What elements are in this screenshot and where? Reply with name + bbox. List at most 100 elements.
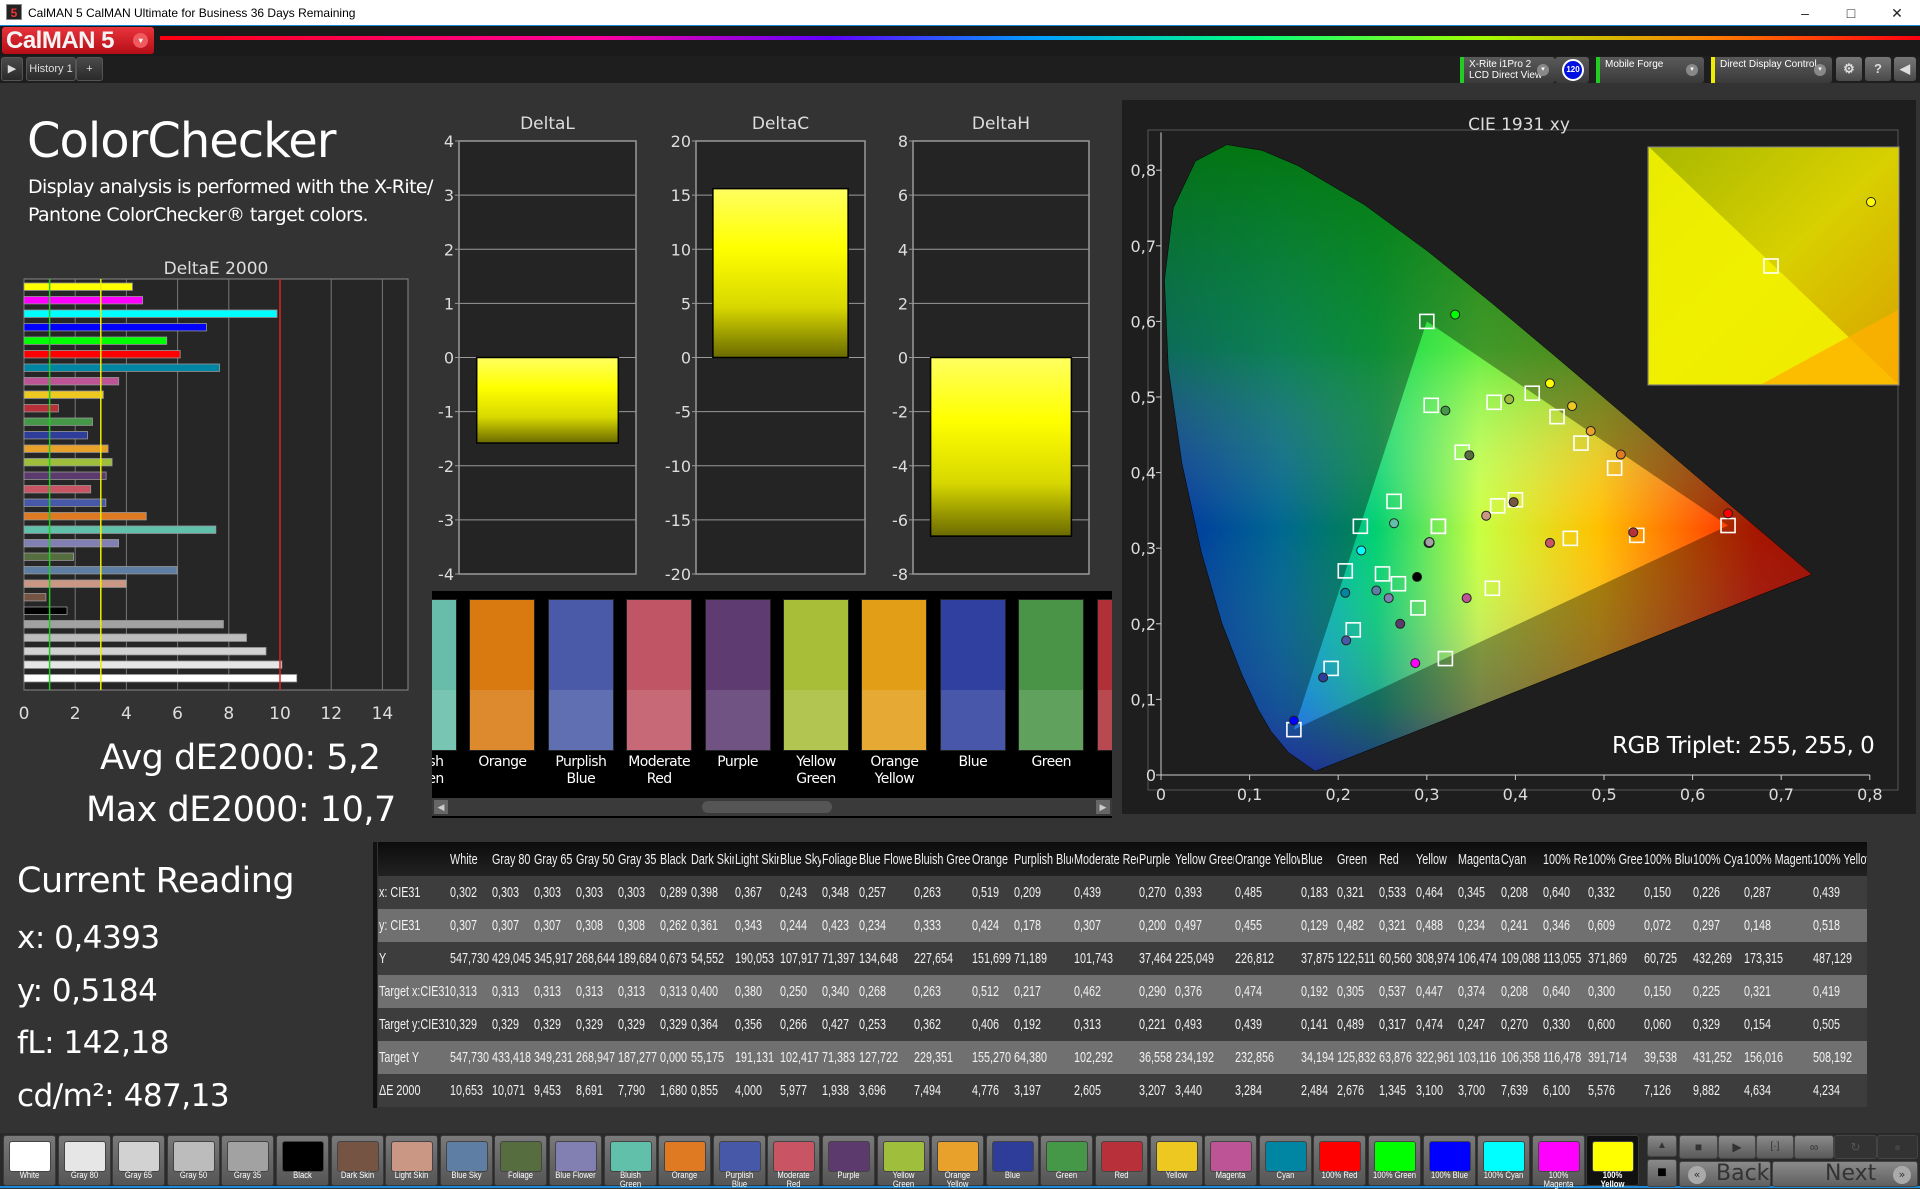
column-header[interactable]: Gray 80 xyxy=(491,842,533,876)
column-header[interactable]: Orange Yellow xyxy=(1234,842,1300,876)
record-icon[interactable]: ■ xyxy=(1679,1135,1718,1159)
column-header[interactable]: Light Skin xyxy=(734,842,779,876)
patch-swatch-button[interactable]: White xyxy=(3,1135,56,1186)
column-header[interactable]: Blue Sky xyxy=(779,842,821,876)
patch-tile[interactable] xyxy=(1018,599,1085,751)
patch-swatch-button[interactable]: Purplish Blue xyxy=(712,1135,766,1189)
column-header[interactable]: 100% Cyan xyxy=(1692,842,1743,876)
collapse-up-icon[interactable]: ▲ xyxy=(1647,1135,1677,1157)
patch-tile[interactable] xyxy=(783,599,849,751)
measure-range-icon[interactable]: [·] xyxy=(1756,1135,1794,1159)
patch-tile[interactable] xyxy=(1096,599,1112,751)
close-button[interactable]: ✕ xyxy=(1891,5,1903,21)
patch-swatch-button[interactable]: Blue Flower xyxy=(549,1135,602,1186)
column-header[interactable]: Green xyxy=(1336,842,1378,876)
column-header[interactable]: 100% Red xyxy=(1542,842,1587,876)
patch-swatch-button[interactable]: Yellow Green xyxy=(876,1135,930,1189)
column-header[interactable]: 100% Yellow xyxy=(1812,842,1867,876)
settings-gear-icon[interactable]: ⚙ xyxy=(1836,57,1862,81)
column-header[interactable]: Yellow Green xyxy=(1174,842,1234,876)
minimize-button[interactable]: – xyxy=(1801,5,1809,21)
play-icon[interactable]: ▶ xyxy=(1,57,23,81)
play-measure-icon[interactable]: ▶ xyxy=(1718,1135,1756,1159)
scroll-left-icon[interactable]: ◀ xyxy=(434,800,448,814)
column-header[interactable]: 100% Blue xyxy=(1643,842,1692,876)
display-selector[interactable]: Direct Display Control ▾ xyxy=(1711,57,1832,83)
patch-swatch-button[interactable]: Orange Yellow xyxy=(931,1135,985,1189)
tab-history-1[interactable]: History 1 xyxy=(26,57,76,81)
patch-swatch-button[interactable]: Black xyxy=(276,1135,329,1186)
patch-swatch-button[interactable]: Blue Sky xyxy=(439,1135,493,1186)
column-header[interactable]: Bluish Green xyxy=(913,842,971,876)
patch-swatch-button[interactable]: 100% Cyan xyxy=(1477,1135,1531,1186)
patch-swatch-button[interactable]: Light Skin xyxy=(385,1135,439,1186)
column-header[interactable]: Dark Skin xyxy=(690,842,734,876)
patch-tile[interactable] xyxy=(626,599,693,751)
add-tab-button[interactable]: + xyxy=(76,57,103,81)
patch-swatch-button[interactable]: Purple xyxy=(822,1135,875,1186)
column-header[interactable]: Moderate Red xyxy=(1073,842,1138,876)
column-header[interactable]: Purplish Blue xyxy=(1013,842,1073,876)
column-header[interactable]: Black xyxy=(659,842,690,876)
patch-swatch-button[interactable]: Cyan xyxy=(1258,1135,1312,1186)
patch-tile[interactable] xyxy=(432,599,457,751)
patch-swatch-button[interactable]: 100% Green xyxy=(1368,1135,1421,1186)
cell-value: 7,126 xyxy=(1644,1082,1672,1099)
patch-swatch-button[interactable]: Magenta xyxy=(1204,1135,1258,1186)
column-header[interactable]: Purple xyxy=(1138,842,1174,876)
column-header[interactable]: Orange xyxy=(971,842,1013,876)
patch-tile[interactable] xyxy=(939,599,1006,751)
column-header[interactable]: 100% Magenta xyxy=(1743,842,1812,876)
stop-measure-button[interactable]: ■ xyxy=(1647,1159,1677,1187)
column-header[interactable]: Yellow xyxy=(1415,842,1457,876)
patch-tile[interactable] xyxy=(861,599,928,751)
colorchecker-patch-strip[interactable]: ◀ ▶ Bluish Green Orange Purplish Blue Moder… xyxy=(432,591,1112,818)
meter-badge-box[interactable]: 120 xyxy=(1555,57,1589,83)
column-header[interactable]: Blue Flower xyxy=(858,842,913,876)
calman-logo-menu[interactable]: CalMAN 5 ▾ xyxy=(2,27,154,54)
patch-swatch-button[interactable]: Gray 65 xyxy=(112,1135,166,1186)
patch-swatch-button[interactable]: Dark Skin xyxy=(330,1135,384,1186)
column-header[interactable]: Gray 35 xyxy=(617,842,659,876)
patch-swatch-button[interactable]: Gray 80 xyxy=(57,1135,111,1186)
column-header[interactable]: Foliage xyxy=(821,842,858,876)
patch-swatch-button[interactable]: 100% Blue xyxy=(1422,1135,1476,1186)
column-header[interactable]: Blue xyxy=(1300,842,1336,876)
patch-strip-scrollbar[interactable]: ◀ ▶ xyxy=(432,798,1112,816)
column-header[interactable]: Red xyxy=(1378,842,1415,876)
column-header[interactable]: Gray 50 xyxy=(575,842,617,876)
rgb-triplet-readout: RGB Triplet: 255, 255, 0 xyxy=(1612,733,1875,759)
patch-tile[interactable] xyxy=(547,599,614,751)
column-header[interactable]: Gray 65 xyxy=(533,842,575,876)
refresh-icon[interactable]: ↻ xyxy=(1834,1135,1877,1159)
scrollbar-thumb[interactable] xyxy=(702,801,832,813)
patch-swatch-button[interactable]: Blue xyxy=(985,1135,1039,1186)
meter-selector[interactable]: X-Rite i1Pro 2 LCD Direct View ▾ xyxy=(1460,57,1555,83)
help-icon[interactable]: ? xyxy=(1865,57,1891,81)
source-selector[interactable]: Mobile Forge ▾ xyxy=(1596,57,1704,83)
patch-swatch-button[interactable]: Foliage xyxy=(494,1135,548,1186)
patch-swatch-button[interactable]: Bluish Green xyxy=(603,1135,657,1189)
column-header[interactable]: 100% Green xyxy=(1587,842,1643,876)
patch-tile[interactable] xyxy=(469,599,536,751)
continuous-loop-icon[interactable]: ∞ xyxy=(1794,1135,1834,1159)
patch-swatch-button[interactable]: Yellow xyxy=(1149,1135,1203,1186)
maximize-button[interactable]: □ xyxy=(1846,5,1856,21)
patch-tile[interactable] xyxy=(704,599,771,751)
patch-swatch-button[interactable]: 100% Red xyxy=(1313,1135,1367,1186)
column-header[interactable]: Magenta xyxy=(1457,842,1500,876)
patch-swatch-button[interactable]: 100% Yellow xyxy=(1586,1135,1640,1189)
patch-swatch-button[interactable]: Green xyxy=(1040,1135,1094,1186)
collapse-icon[interactable]: ◀ xyxy=(1894,57,1916,81)
patch-swatch-button[interactable]: Gray 50 xyxy=(166,1135,220,1186)
column-header[interactable]: Cyan xyxy=(1500,842,1542,876)
column-header[interactable]: White xyxy=(449,842,491,876)
back-button[interactable]: « Back xyxy=(1679,1161,1771,1187)
next-button[interactable]: Next » xyxy=(1772,1161,1918,1187)
patch-swatch-button[interactable]: Red xyxy=(1095,1135,1148,1186)
scroll-right-icon[interactable]: ▶ xyxy=(1096,800,1110,814)
patch-swatch-button[interactable]: Gray 35 xyxy=(221,1135,275,1186)
patch-swatch-button[interactable]: Moderate Red xyxy=(767,1135,821,1189)
patch-swatch-button[interactable]: Orange xyxy=(658,1135,712,1186)
patch-swatch-button[interactable]: 100% Magenta xyxy=(1531,1135,1585,1189)
